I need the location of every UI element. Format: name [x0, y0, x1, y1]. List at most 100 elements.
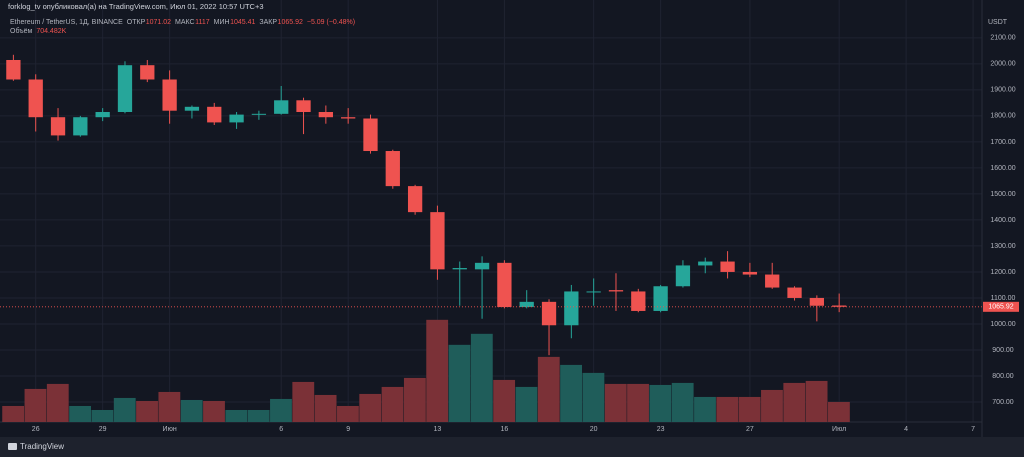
footer-bar: [0, 437, 1024, 457]
price-tag: [983, 301, 1019, 312]
candle-body: [162, 79, 177, 111]
candle-body: [787, 287, 802, 298]
volume-bar: [270, 398, 292, 422]
candle-body: [363, 118, 378, 152]
y-tick-label: 800.00: [992, 373, 1014, 380]
x-tick-label: 26: [32, 426, 40, 433]
candle-body: [407, 186, 423, 213]
x-tick-label: 16: [500, 426, 508, 433]
volume-bar: [337, 405, 359, 422]
x-tick-label: 4: [904, 426, 908, 433]
x-tick-label: 6: [279, 426, 283, 433]
y-tick-label: 900.00: [992, 347, 1014, 354]
legend-text: 1117: [195, 19, 210, 26]
y-tick-label: 1400.00: [990, 217, 1015, 224]
x-tick-label: 29: [99, 426, 107, 433]
volume-bar: [783, 382, 806, 422]
candle-body: [140, 65, 155, 80]
volume-bar: [292, 381, 315, 422]
volume-bar: [649, 384, 672, 422]
candle-body: [28, 79, 43, 118]
brand-logo: [8, 443, 17, 450]
volume-bar: [203, 400, 225, 422]
volume-bar: [761, 389, 783, 422]
x-tick-label: 13: [434, 426, 442, 433]
candle-body: [6, 59, 21, 80]
legend-text: 1071.02: [146, 19, 171, 26]
volume-bar: [113, 397, 136, 422]
volume-bar: [582, 372, 605, 422]
symbol: Ethereum / TetherUS, 1Д, BINANCE: [10, 19, 123, 26]
legend-text: 1065.92: [278, 19, 303, 26]
x-tick-label: Июн: [163, 426, 177, 433]
candle-body: [809, 297, 824, 306]
candle-body: [318, 112, 333, 118]
volume-name: Объём: [10, 27, 32, 35]
candle-body: [519, 301, 534, 308]
volume-bar: [470, 333, 493, 422]
volume-bar: [426, 319, 449, 422]
legend-text: −5.09 (−0.48%): [307, 19, 355, 26]
x-tick-label: Июл: [832, 426, 846, 433]
y-tick-label: 1600.00: [990, 165, 1015, 172]
candle-body: [229, 114, 244, 123]
y-tick-label: 1100.00: [991, 295, 1016, 302]
x-tick-label: 20: [590, 426, 598, 433]
candle-body: [474, 262, 490, 270]
y-tick-label: 2000.00: [990, 61, 1015, 68]
volume-bar: [738, 396, 761, 422]
candle-body: [765, 274, 780, 288]
candle-body: [341, 117, 356, 119]
x-tick-label: 7: [971, 426, 975, 433]
volume-bar: [805, 380, 828, 422]
volume-bar: [225, 409, 248, 422]
y-tick-label: 1000.00: [990, 321, 1015, 328]
volume-bar: [136, 400, 158, 422]
volume-bar: [381, 386, 404, 422]
legend-text: МАКС: [175, 19, 195, 26]
candle-body: [832, 305, 847, 307]
candle-body: [452, 268, 467, 270]
volume-bar: [69, 405, 92, 422]
candle-body: [698, 261, 713, 266]
volume-value: 704.482K: [36, 28, 66, 35]
volume-bar: [627, 383, 649, 422]
currency: USDT: [988, 19, 1008, 26]
candle-body: [497, 262, 512, 308]
y-tick-label: 700.00: [992, 399, 1014, 406]
candle-body: [720, 261, 735, 272]
legend-text: 1045.41: [230, 19, 255, 26]
volume-bar: [247, 409, 270, 422]
legend: Ethereum / TetherUS, 1Д, BINANCE ОТКР 107…: [10, 19, 355, 35]
candle-body: [675, 265, 691, 287]
y-tick-label: 1900.00: [990, 87, 1015, 94]
x-tick-label: 9: [346, 426, 350, 433]
candle-body: [73, 117, 88, 136]
volume-bar: [314, 394, 337, 422]
volume-bar: [671, 382, 694, 422]
volume-bar: [537, 356, 560, 422]
candle-body: [251, 113, 267, 115]
volume-bar: [828, 401, 850, 422]
candle-body: [385, 151, 400, 187]
y-tick-label: 1700.00: [990, 139, 1015, 146]
header: forklog_tv опубликовал(а) на TradingView…: [8, 2, 264, 11]
grid: [0, 0, 982, 422]
candle-body: [296, 100, 311, 113]
candle-body: [184, 106, 200, 111]
legend-text: МИН: [214, 19, 230, 26]
volume-bar: [493, 379, 516, 422]
candle-body: [631, 291, 646, 311]
volume-bar: [604, 383, 627, 422]
candle-body: [207, 106, 222, 123]
volume-bar: [694, 396, 716, 422]
candle-body: [95, 112, 110, 118]
volume-bar: [716, 396, 739, 422]
volume-bar: [359, 393, 382, 422]
candle-body: [117, 65, 133, 113]
y-tick-label: 1800.00: [990, 113, 1015, 120]
y-tick-label: 1500.00: [990, 191, 1015, 198]
legend-text: ЗАКР: [259, 19, 277, 26]
volume-bar: [560, 364, 583, 422]
